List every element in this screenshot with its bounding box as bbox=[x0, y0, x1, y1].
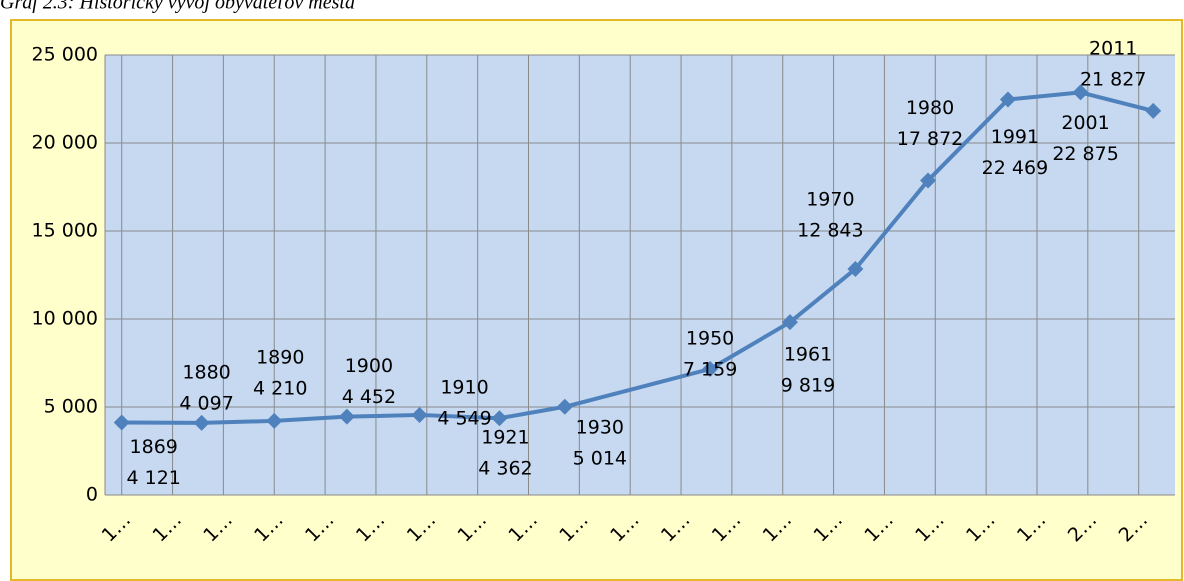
data-label-year: 1980 bbox=[906, 97, 954, 119]
data-point bbox=[847, 260, 864, 277]
data-label-year: 1890 bbox=[256, 346, 304, 368]
data-label: 12 843 bbox=[797, 219, 863, 241]
data-point bbox=[999, 91, 1016, 108]
data-point bbox=[411, 406, 428, 423]
data-label-year: 1930 bbox=[576, 416, 624, 438]
data-point bbox=[702, 361, 719, 378]
data-label-year: 1961 bbox=[784, 344, 832, 366]
data-point bbox=[920, 172, 937, 189]
data-label: 4 210 bbox=[253, 377, 307, 399]
data-point bbox=[556, 398, 573, 415]
data-label: 9 819 bbox=[781, 375, 835, 397]
y-tick-label: 5 000 bbox=[44, 396, 98, 418]
y-tick-label: 15 000 bbox=[32, 220, 98, 242]
data-label: 21 827 bbox=[1080, 68, 1146, 90]
data-label: 4 121 bbox=[127, 467, 181, 489]
data-label-year: 1970 bbox=[806, 188, 854, 210]
data-label-year: 1921 bbox=[481, 427, 529, 449]
data-point bbox=[782, 314, 799, 331]
data-point bbox=[1145, 102, 1162, 119]
data-point bbox=[266, 412, 283, 429]
y-tick-label: 10 000 bbox=[32, 308, 98, 330]
data-point bbox=[491, 410, 508, 427]
data-label: 22 875 bbox=[1052, 143, 1118, 165]
y-tick-label: 0 bbox=[86, 484, 98, 506]
data-label-year: 2011 bbox=[1089, 37, 1137, 59]
data-point bbox=[1072, 84, 1089, 101]
data-label: 4 452 bbox=[342, 386, 396, 408]
data-line bbox=[121, 90, 1154, 425]
data-label-year: 1910 bbox=[440, 376, 488, 398]
data-point bbox=[193, 414, 210, 431]
data-label-year: 1950 bbox=[686, 328, 734, 350]
y-tick-label: 25 000 bbox=[32, 44, 98, 66]
data-label-year: 1991 bbox=[991, 126, 1039, 148]
data-label: 4 362 bbox=[478, 458, 532, 480]
data-label-year: 1880 bbox=[182, 361, 230, 383]
data-label: 7 159 bbox=[683, 359, 737, 381]
data-label-year: 1900 bbox=[345, 355, 393, 377]
data-label: 22 469 bbox=[982, 157, 1048, 179]
data-point bbox=[113, 414, 130, 431]
data-label-year: 1869 bbox=[130, 436, 178, 458]
data-label: 17 872 bbox=[897, 128, 963, 150]
data-label: 5 014 bbox=[573, 447, 627, 469]
data-label: 4 097 bbox=[179, 392, 233, 414]
chart-title: Graf 2.3: Historický vývoj obyvateľov me… bbox=[0, 0, 355, 14]
data-label-year: 2001 bbox=[1061, 112, 1109, 134]
plot-area bbox=[105, 55, 1175, 495]
data-label: 4 549 bbox=[437, 407, 491, 429]
data-point bbox=[338, 408, 355, 425]
y-tick-label: 20 000 bbox=[32, 132, 98, 154]
